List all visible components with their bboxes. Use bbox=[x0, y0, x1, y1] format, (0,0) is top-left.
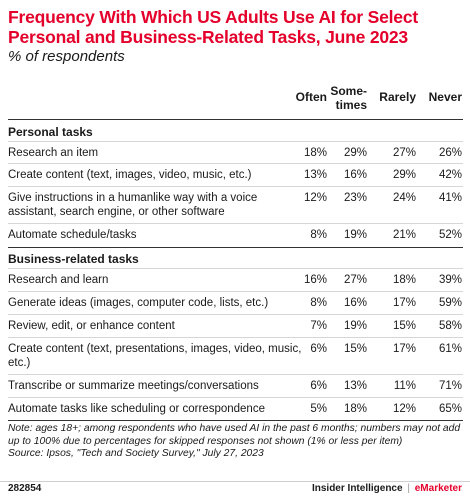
chart-subtitle: % of respondents bbox=[8, 48, 125, 65]
table-cell: 65% bbox=[438, 403, 462, 415]
table-cell: 11% bbox=[393, 380, 416, 392]
row-label: Create content (text, images, video, mus… bbox=[8, 169, 252, 181]
brand-separator: | bbox=[407, 483, 410, 494]
row-divider bbox=[8, 141, 463, 142]
row-label: Generate ideas (images, computer code, l… bbox=[8, 297, 269, 309]
row-label: Review, edit, or enhance content bbox=[8, 320, 175, 332]
table-cell: 16% bbox=[343, 297, 367, 309]
table-cell: 18% bbox=[392, 274, 416, 286]
row-divider bbox=[8, 337, 463, 338]
table-cell: 41% bbox=[438, 192, 462, 204]
row-label: Research an item bbox=[8, 147, 99, 159]
row-label: Give instructions in a humanlike way wit… bbox=[8, 192, 258, 218]
table-cell: 16% bbox=[303, 274, 327, 286]
footer-bar bbox=[0, 481, 470, 498]
column-header-line: Often bbox=[295, 90, 327, 104]
table-cell: 15% bbox=[392, 320, 416, 332]
table-cell: 15% bbox=[343, 343, 367, 355]
table-cell: 8% bbox=[310, 297, 327, 309]
row-label: Transcribe or summarize meetings/convers… bbox=[8, 380, 259, 392]
table-cell: 29% bbox=[392, 169, 416, 181]
table-cell: 39% bbox=[438, 274, 462, 286]
column-header-line: Never bbox=[428, 90, 462, 104]
column-header-4: Never bbox=[429, 90, 462, 104]
table-cell: 16% bbox=[343, 169, 367, 181]
row-divider bbox=[8, 163, 463, 164]
row-divider bbox=[8, 291, 463, 292]
column-header-2: Some-times bbox=[330, 84, 367, 112]
table-cell: 12% bbox=[303, 192, 327, 204]
table-cell: 6% bbox=[310, 380, 327, 392]
row-divider bbox=[8, 186, 463, 187]
chart-id: 282854 bbox=[8, 483, 42, 494]
table-cell: 58% bbox=[438, 320, 462, 332]
row-label: Automate schedule/tasks bbox=[8, 229, 137, 241]
column-header-line: Some- bbox=[330, 84, 367, 98]
table-cell: 21% bbox=[392, 229, 416, 241]
table-cell: 12% bbox=[392, 403, 416, 415]
column-header-line: times bbox=[335, 98, 367, 112]
chart-title: Frequency With Which US Adults Use AI fo… bbox=[8, 7, 418, 47]
table-cell: 13% bbox=[343, 380, 367, 392]
section-heading: Business-related tasks bbox=[8, 252, 139, 266]
row-label: Create content (text, presentations, ima… bbox=[8, 343, 302, 369]
row-label: Automate tasks like scheduling or corres… bbox=[8, 403, 265, 415]
table-cell: 29% bbox=[343, 147, 367, 159]
table-cell: 27% bbox=[392, 147, 416, 159]
table-cell: 52% bbox=[438, 229, 462, 241]
table-cell: 42% bbox=[438, 169, 462, 181]
column-header-3: Rarely bbox=[379, 90, 416, 104]
table-cell: 71% bbox=[438, 380, 462, 392]
section-heading: Personal tasks bbox=[8, 125, 93, 139]
source-text: Source: Ipsos, "Tech and Society Survey,… bbox=[8, 448, 264, 459]
table-cell: 13% bbox=[303, 169, 327, 181]
chart-notes: Note: ages 18+; among respondents who ha… bbox=[8, 423, 464, 461]
row-divider bbox=[8, 223, 463, 224]
row-divider bbox=[8, 397, 463, 398]
section-rule bbox=[8, 247, 463, 248]
table-bottom-rule bbox=[8, 420, 463, 421]
table-cell: 6% bbox=[310, 343, 327, 355]
column-header-1: Often bbox=[296, 90, 327, 104]
table-cell: 8% bbox=[310, 229, 327, 241]
table-cell: 23% bbox=[343, 192, 367, 204]
table-cell: 24% bbox=[392, 192, 416, 204]
table-cell: 59% bbox=[438, 297, 462, 309]
table-cell: 5% bbox=[310, 403, 327, 415]
brand-right: eMarketer bbox=[414, 483, 462, 494]
table-cell: 7% bbox=[310, 320, 327, 332]
table-cell: 61% bbox=[438, 343, 462, 355]
table-cell: 26% bbox=[438, 147, 462, 159]
table-cell: 19% bbox=[343, 229, 367, 241]
row-divider bbox=[8, 268, 463, 269]
note-text: Note: ages 18+; among respondents who ha… bbox=[8, 423, 461, 447]
table-cell: 18% bbox=[343, 403, 367, 415]
table-cell: 17% bbox=[392, 297, 416, 309]
column-header-line: Rarely bbox=[379, 90, 416, 104]
brand-logo: Insider Intelligence | eMarketer bbox=[312, 483, 462, 494]
row-divider bbox=[8, 374, 463, 375]
table-cell: 17% bbox=[392, 343, 416, 355]
section-rule bbox=[8, 119, 463, 120]
row-divider bbox=[8, 314, 463, 315]
brand-left: Insider Intelligence bbox=[311, 483, 403, 494]
row-label: Research and learn bbox=[8, 274, 109, 286]
table-cell: 18% bbox=[303, 147, 327, 159]
table-cell: 19% bbox=[343, 320, 367, 332]
table-cell: 27% bbox=[343, 274, 367, 286]
